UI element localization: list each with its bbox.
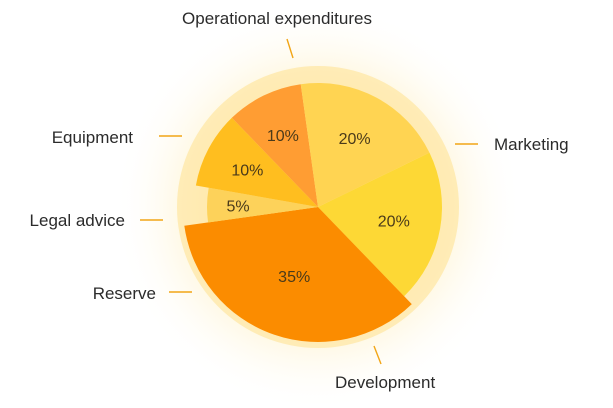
pie-slices <box>184 83 443 343</box>
pie-slice-operational-expenditures <box>300 83 430 207</box>
percent-label: 20% <box>378 213 410 230</box>
category-label: Reserve <box>93 284 156 303</box>
percent-labels: 20% 35% 5% 10%10% 20% <box>226 128 409 286</box>
percent-label: 20% <box>339 131 371 148</box>
percent-label: 5% <box>226 199 249 216</box>
percent-label: 10% <box>231 162 263 179</box>
pie-slice-marketing <box>318 152 443 297</box>
category-label: Operational expenditures <box>182 9 372 28</box>
pie-slice-development <box>184 207 412 343</box>
pie-slice-legal-advice <box>195 117 318 207</box>
pie-slice-reserve <box>207 187 318 223</box>
category-label: Legal advice <box>30 211 125 230</box>
pie-slice-equipment <box>231 84 318 207</box>
percent-label: 10% <box>267 128 299 145</box>
category-label: Development <box>335 373 435 392</box>
category-label: Equipment <box>52 128 134 147</box>
percent-label: 35% <box>278 269 310 286</box>
category-label: Marketing <box>494 135 569 154</box>
category-labels: Marketing Development Reserve Legal advice E… <box>30 9 569 392</box>
leader-lines <box>140 38 478 365</box>
leader-line <box>286 38 294 59</box>
leader-line <box>373 345 382 365</box>
